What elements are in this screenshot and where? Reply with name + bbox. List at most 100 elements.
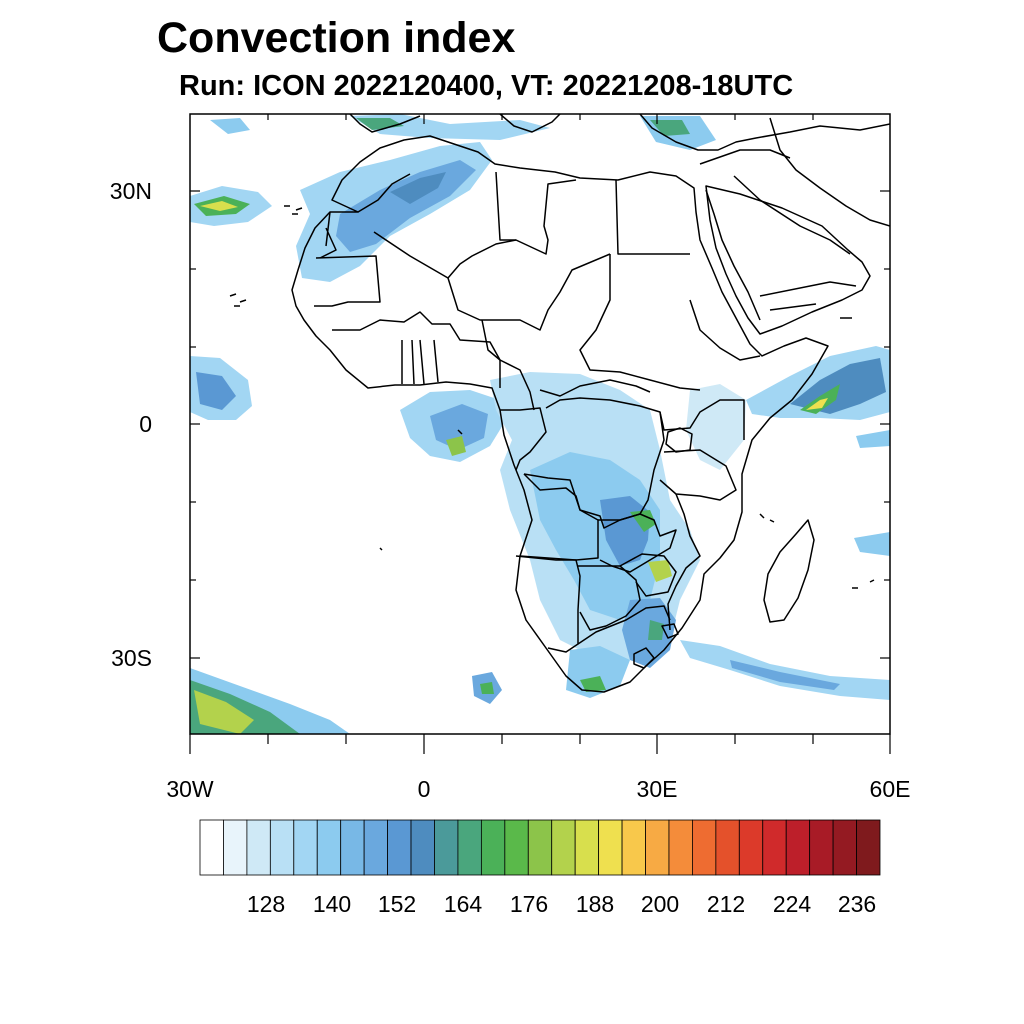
colorbar-swatch — [621, 819, 646, 876]
shading-gulf-of-guinea-mid — [430, 404, 488, 450]
colorbar-tick-label: 212 — [707, 891, 745, 917]
border-libya — [495, 171, 577, 255]
colorbar-swatch — [832, 819, 857, 876]
shading-sahara-band-core — [390, 172, 446, 204]
border-tanzania — [659, 449, 737, 501]
colorbar-swatch — [527, 819, 553, 876]
map-title: Convection index — [157, 14, 516, 62]
shading-indian-ocean-south — [854, 532, 890, 556]
colorbar-tick-label: 236 — [838, 891, 876, 917]
border-sudan — [579, 254, 701, 391]
colorbar-swatch — [480, 819, 506, 876]
colorbar-tick-label: 200 — [641, 891, 679, 917]
europe-coastline — [349, 114, 890, 151]
sao-tome-island — [457, 429, 463, 435]
map-frame — [189, 113, 891, 735]
colorbar-tick-label: 176 — [510, 891, 548, 917]
colorbar-tick-labels: 128 140 152 164 176 188 200 212 224 236 — [247, 891, 876, 917]
lon-label-0: 0 — [418, 776, 431, 802]
africa-coastline — [291, 135, 829, 693]
colorbar-swatch — [316, 819, 342, 876]
shading-south-africa-east-core — [648, 620, 664, 640]
cape-verde-islands — [229, 293, 247, 307]
colorbar-swatch — [856, 819, 881, 876]
border-western-sahara — [319, 211, 337, 259]
bottom-axis-ticks — [189, 734, 891, 754]
colorbar-swatch — [551, 819, 576, 876]
shading-atlantic-30n-peak — [200, 201, 238, 211]
border-central-african-republic — [539, 379, 651, 397]
border-malawi-mozambique — [667, 493, 701, 631]
border-arabia — [733, 175, 857, 311]
border-namibia — [519, 555, 581, 653]
border-morocco-algeria — [357, 173, 411, 213]
colorbar-tick-label: 224 — [773, 891, 812, 917]
shading-somali-basin-core — [800, 384, 840, 414]
colorbar-swatch — [340, 819, 365, 876]
border-niger-chad — [447, 253, 611, 331]
red-sea-coastline — [705, 189, 761, 321]
colorbar-tick-label: 140 — [313, 891, 351, 917]
colorbar-tick-label: 188 — [576, 891, 614, 917]
colorbar-tick-label: 152 — [378, 891, 416, 917]
colorbar-swatch — [645, 819, 670, 876]
colorbar-swatch — [363, 819, 388, 876]
colorbar-swatch — [223, 819, 248, 876]
colorbar-swatch — [199, 819, 224, 876]
border-zimbabwe — [619, 553, 677, 597]
lon-label-60e: 60E — [870, 776, 911, 802]
shading-east-africa — [686, 384, 746, 470]
coastlines-and-borders — [291, 114, 890, 693]
comoros-islands — [759, 513, 775, 523]
colorbar-swatch — [246, 819, 271, 876]
lesotho-border — [633, 647, 655, 669]
lon-label-30w: 30W — [166, 776, 214, 802]
border-south-africa — [577, 605, 671, 645]
border-turkey-syria — [699, 149, 791, 165]
border-ghana-togo — [401, 339, 439, 385]
shading-south-indian-ocean-band-core — [730, 660, 840, 690]
colorbar-swatch — [269, 819, 295, 876]
caspian-gulf-coastline — [769, 117, 890, 227]
shading-gulf-of-guinea-core — [446, 436, 466, 456]
colorbar-swatch — [598, 819, 623, 876]
colorbar-swatch — [504, 819, 529, 876]
border-botswana — [578, 565, 641, 631]
border-algeria-mali — [373, 231, 517, 279]
eswatini-border — [661, 623, 679, 639]
border-west-africa — [332, 311, 501, 388]
map-panel — [190, 114, 890, 734]
saint-helena-island — [379, 547, 383, 551]
colorbar-tick-label: 164 — [444, 891, 483, 917]
shading-south-africa-south-core — [580, 676, 606, 692]
madagascar-coastline — [763, 519, 815, 623]
colorbar-swatch — [293, 819, 318, 876]
shading-south-atlantic-cell-core — [480, 682, 494, 694]
colorbar — [199, 819, 881, 876]
border-uganda-kenya — [659, 399, 745, 440]
colorbar-swatch — [715, 819, 740, 876]
shading-somali-basin-peak — [806, 398, 828, 410]
colorbar-tick-label: 128 — [247, 891, 285, 917]
shading-southwest-atlantic-core — [194, 690, 254, 734]
mascarene-islands — [852, 579, 875, 589]
arabian-peninsula-coastline — [705, 185, 871, 335]
border-mauritania — [314, 255, 381, 307]
shading-south-africa-south — [566, 646, 630, 698]
canary-islands — [284, 205, 303, 215]
border-ethiopia — [689, 299, 761, 361]
colorbar-swatch — [738, 819, 764, 876]
map-subtitle: Run: ICON 2022120400, VT: 20221208-18UTC — [179, 70, 794, 102]
shading-indian-ocean-east — [856, 430, 890, 448]
colorbar-swatch — [809, 819, 834, 876]
shading-mediterranean-east-core — [650, 120, 690, 136]
border-nigeria-cameroon — [481, 319, 535, 411]
shading-mediterranean-west — [210, 118, 250, 134]
lon-label-30e: 30E — [637, 776, 678, 802]
islands — [229, 205, 875, 589]
colorbar-swatch — [668, 819, 693, 876]
colorbar-swatch — [410, 819, 435, 876]
shading-central-africa-mid — [530, 452, 660, 620]
colorbar-swatch — [387, 819, 412, 876]
